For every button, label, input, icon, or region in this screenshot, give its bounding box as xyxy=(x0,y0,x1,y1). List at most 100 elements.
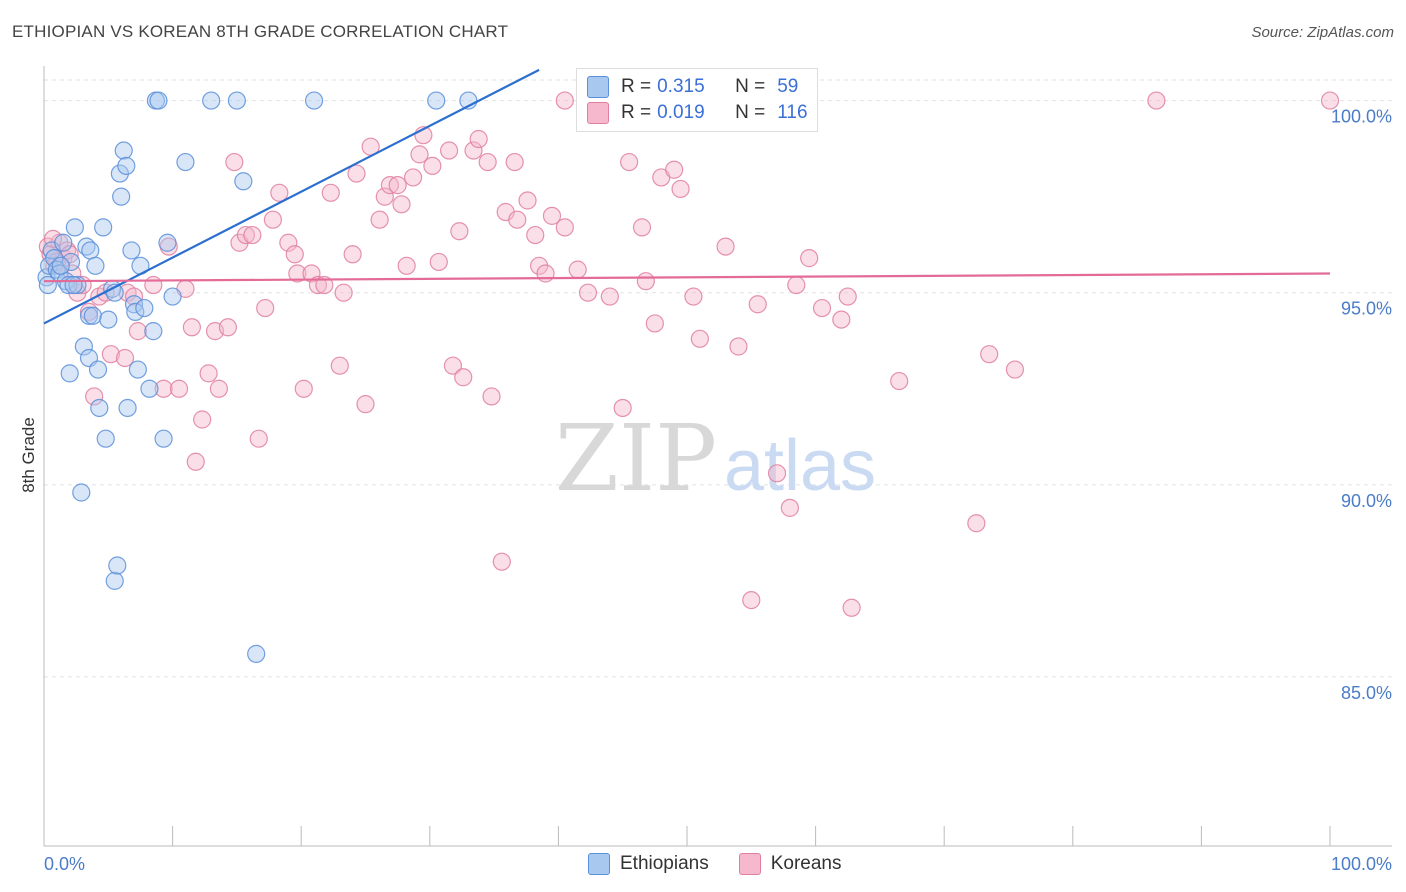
korean-point xyxy=(115,348,135,368)
korean-point xyxy=(270,183,289,202)
korean-point xyxy=(613,398,632,418)
stats-legend: R = 0.315 N = 59 R = 0.019 N = 116 xyxy=(576,68,818,132)
ethiopian-point xyxy=(144,322,163,341)
korean-point xyxy=(632,218,652,237)
ethiopian-point xyxy=(112,187,131,206)
ethiopian-point xyxy=(90,398,109,418)
korean-point xyxy=(578,283,598,302)
legend-label-ethiopians: Ethiopians xyxy=(620,853,709,874)
korean-point xyxy=(636,272,655,291)
korean-point xyxy=(600,287,619,306)
ethiopian-point xyxy=(38,275,57,295)
korean-point xyxy=(429,252,448,272)
ethiopian-swatch xyxy=(588,853,610,875)
stats-row-ethiopian: R = 0.315 N = 59 xyxy=(587,75,798,99)
korean-point xyxy=(285,245,304,264)
korean-point xyxy=(832,310,851,329)
korean-point xyxy=(380,176,400,195)
ethiopian-point xyxy=(83,306,102,325)
korean-point xyxy=(482,387,501,406)
korean-point xyxy=(443,356,463,375)
ethiopian-point xyxy=(117,156,136,176)
korean-point xyxy=(671,179,690,199)
ethiopian-point xyxy=(108,556,127,575)
korean-point xyxy=(193,410,212,429)
r-value: 0.315 xyxy=(657,76,705,97)
ethiopian-point xyxy=(86,256,105,275)
korean-point xyxy=(536,264,555,283)
korean-point xyxy=(43,229,63,249)
korean-point xyxy=(128,322,147,341)
trend-lines xyxy=(43,68,1331,325)
korean-point xyxy=(392,195,411,214)
stats-row-korean: R = 0.019 N = 116 xyxy=(587,101,808,125)
korean-swatch xyxy=(587,102,609,124)
korean-point xyxy=(169,379,189,398)
n-value: 59 xyxy=(777,76,799,97)
korean-point xyxy=(218,318,237,337)
y-tick-label: 85.0% xyxy=(1341,683,1392,703)
korean-point xyxy=(967,514,986,533)
ethiopian-point xyxy=(79,306,99,325)
korean-point xyxy=(568,260,587,279)
korean-point xyxy=(1005,360,1025,379)
korean-point xyxy=(423,156,442,176)
korean-point xyxy=(288,264,307,283)
korean-point xyxy=(518,191,537,210)
axis-layer xyxy=(43,66,1392,847)
korean-point xyxy=(302,264,321,283)
x-tick-label: 100.0% xyxy=(1331,854,1392,874)
korean-point xyxy=(800,249,819,268)
legend-item-ethiopians[interactable]: Ethiopians xyxy=(588,853,709,875)
watermark: ZIP atlas xyxy=(555,405,876,512)
korean-point xyxy=(454,368,473,387)
korean-point xyxy=(439,141,459,160)
korean-point xyxy=(555,91,574,110)
korean-point xyxy=(124,287,144,306)
korean-point xyxy=(321,183,340,202)
ethiopian-point xyxy=(96,429,115,448)
korean-point xyxy=(748,295,767,314)
korean-point xyxy=(294,379,313,398)
ethiopian-point xyxy=(54,233,73,252)
korean-point xyxy=(225,152,244,172)
ethiopian-point xyxy=(74,337,93,356)
korean-point xyxy=(505,152,524,172)
korean-point xyxy=(308,275,328,295)
korean-point xyxy=(370,210,389,229)
ethiopian-point xyxy=(114,141,133,160)
ethiopian-point xyxy=(64,275,83,295)
n-value: 116 xyxy=(777,102,808,123)
ethiopian-point xyxy=(234,172,253,191)
korean-point xyxy=(478,152,497,172)
korean-point xyxy=(186,452,205,471)
korean-point xyxy=(1320,91,1340,110)
korean-point xyxy=(716,237,735,256)
korean-point xyxy=(464,141,483,160)
ethiopian-point xyxy=(176,152,195,172)
korean-point xyxy=(620,152,639,172)
korean-swatch xyxy=(738,853,761,875)
korean-point xyxy=(347,164,366,183)
korean-point xyxy=(980,345,999,364)
ethiopian-point xyxy=(427,91,446,110)
korean-point xyxy=(780,498,799,517)
x-tick-label: 0.0% xyxy=(44,854,85,874)
ethiopian-swatch xyxy=(587,76,609,98)
korean-point xyxy=(154,379,173,398)
y-axis-title: 8th Grade xyxy=(19,417,38,493)
ethiopian-point xyxy=(61,252,81,272)
y-tick-label: 95.0% xyxy=(1341,299,1392,319)
korean-point xyxy=(742,590,761,610)
watermark-atlas-text: atlas xyxy=(724,426,876,506)
ethiopian-point xyxy=(304,91,324,110)
korean-point xyxy=(555,218,574,237)
ethiopian-point xyxy=(105,571,124,590)
korean-point xyxy=(85,387,104,406)
korean-point xyxy=(812,298,832,318)
ethiopian-point xyxy=(124,295,144,314)
korean-point xyxy=(236,225,256,245)
legend-item-koreans[interactable]: Koreans xyxy=(738,853,842,875)
grid-layer xyxy=(44,79,1392,678)
korean-point xyxy=(729,337,748,356)
